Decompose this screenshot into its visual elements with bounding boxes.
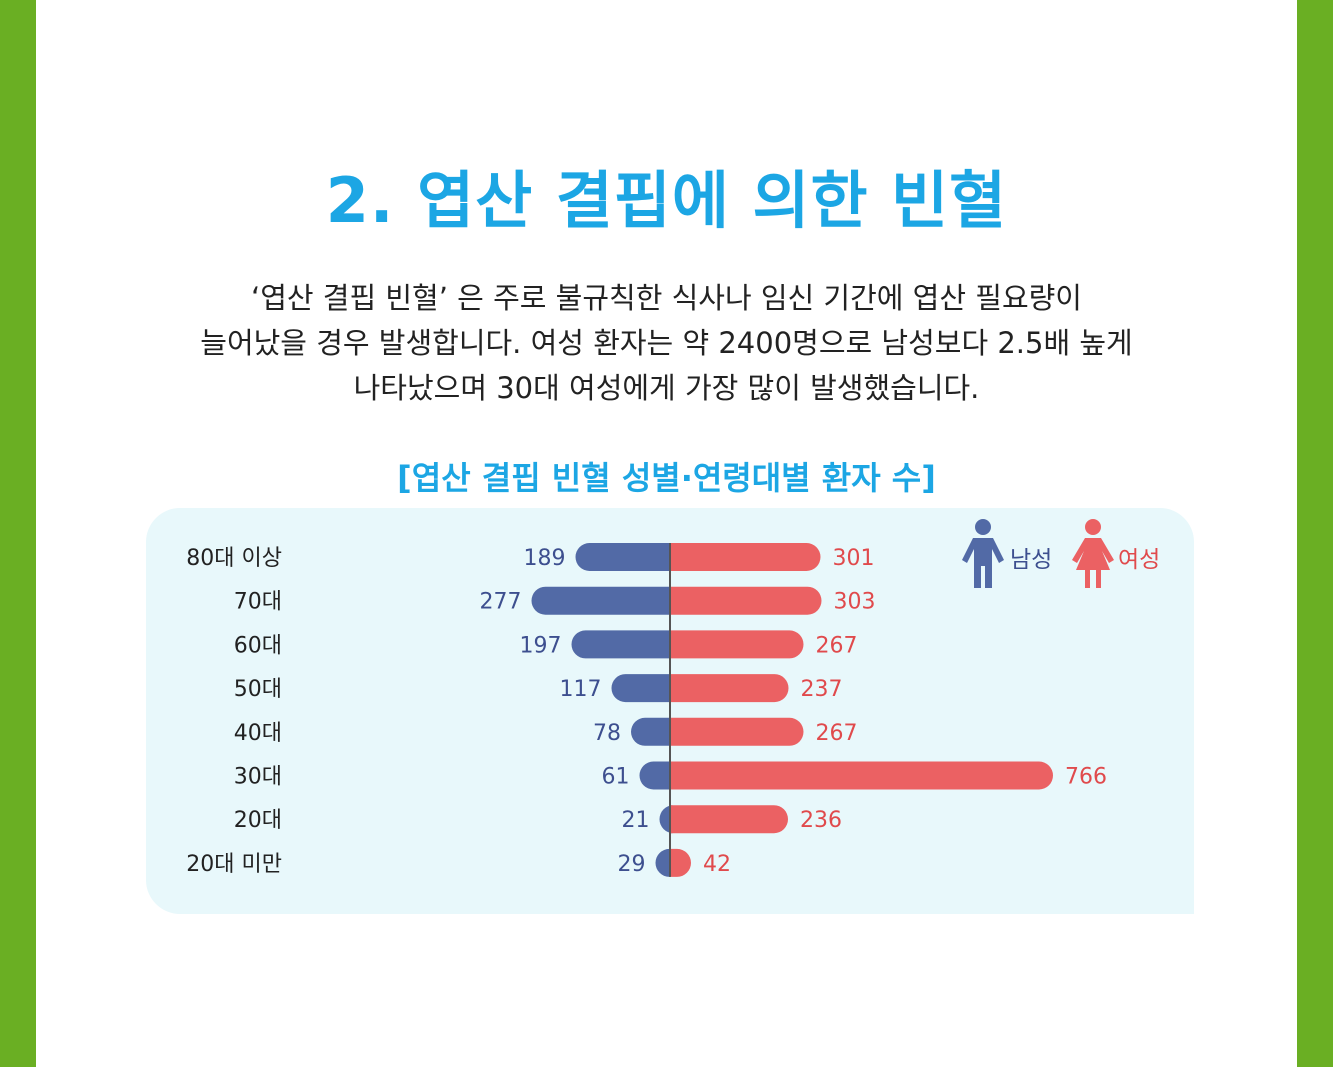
category-label: 20대 미만 — [186, 852, 282, 877]
value-label-female: 42 — [703, 852, 731, 877]
value-label-female: 303 — [834, 590, 876, 615]
bar-female — [670, 848, 691, 877]
value-label-male: 78 — [593, 721, 621, 746]
category-label: 20대 — [234, 808, 282, 833]
category-label: 70대 — [234, 590, 282, 615]
category-label: 40대 — [234, 721, 282, 746]
value-label-male: 117 — [560, 677, 602, 702]
bar-male — [571, 630, 670, 659]
category-label: 60대 — [234, 633, 282, 658]
bar-female — [670, 543, 821, 571]
value-label-female: 237 — [801, 677, 843, 702]
value-label-female: 236 — [800, 808, 842, 833]
value-label-male: 197 — [520, 633, 562, 658]
bar-female — [670, 717, 804, 746]
value-label-male: 21 — [622, 808, 650, 833]
category-label: 30대 — [234, 765, 282, 790]
value-label-female: 301 — [833, 546, 875, 571]
category-label: 50대 — [234, 677, 282, 702]
chart-legend: 남성 여성 — [960, 518, 1170, 590]
left-side-bar — [0, 0, 36, 1067]
paragraph-line: ‘엽산 결핍 빈혈’ 은 주로 불규칙한 식사나 임신 기간에 엽산 필요량이 — [251, 281, 1082, 315]
value-label-female: 267 — [816, 633, 858, 658]
description-paragraph: ‘엽산 결핍 빈혈’ 은 주로 불규칙한 식사나 임신 기간에 엽산 필요량이 … — [120, 276, 1213, 411]
bar-male — [639, 761, 670, 790]
paragraph-line: 늘어났을 경우 발생합니다. 여성 환자는 약 2400명으로 남성보다 2.5… — [200, 326, 1133, 360]
bar-male — [531, 586, 670, 615]
legend-male-label: 남성 — [1010, 547, 1053, 573]
value-label-male: 29 — [618, 852, 646, 877]
paragraph-line: 나타났으며 30대 여성에게 가장 많이 발생했습니다. — [353, 371, 980, 405]
bar-male — [631, 717, 670, 746]
value-label-female: 766 — [1065, 765, 1107, 790]
bar-female — [670, 761, 1053, 790]
woman-icon — [1072, 519, 1114, 588]
bar-male — [575, 543, 670, 571]
legend-female-label: 여성 — [1118, 547, 1161, 573]
bar-female — [670, 805, 789, 834]
value-label-male: 61 — [602, 765, 630, 790]
bar-female — [670, 674, 789, 703]
right-side-bar — [1297, 0, 1333, 1067]
bar-female — [670, 630, 804, 659]
bar-female — [670, 586, 822, 615]
value-label-female: 267 — [816, 721, 858, 746]
chart-title: [엽산 결핍 빈혈 성별·연령대별 환자 수] — [397, 459, 936, 497]
value-label-male: 189 — [524, 546, 566, 571]
man-icon — [962, 519, 1004, 588]
bar-male — [655, 848, 670, 877]
bar-male — [611, 674, 670, 703]
category-label: 80대 이상 — [186, 546, 282, 571]
page-title: 2. 엽산 결핍에 의한 빈혈 — [325, 164, 1008, 237]
value-label-male: 277 — [480, 590, 522, 615]
